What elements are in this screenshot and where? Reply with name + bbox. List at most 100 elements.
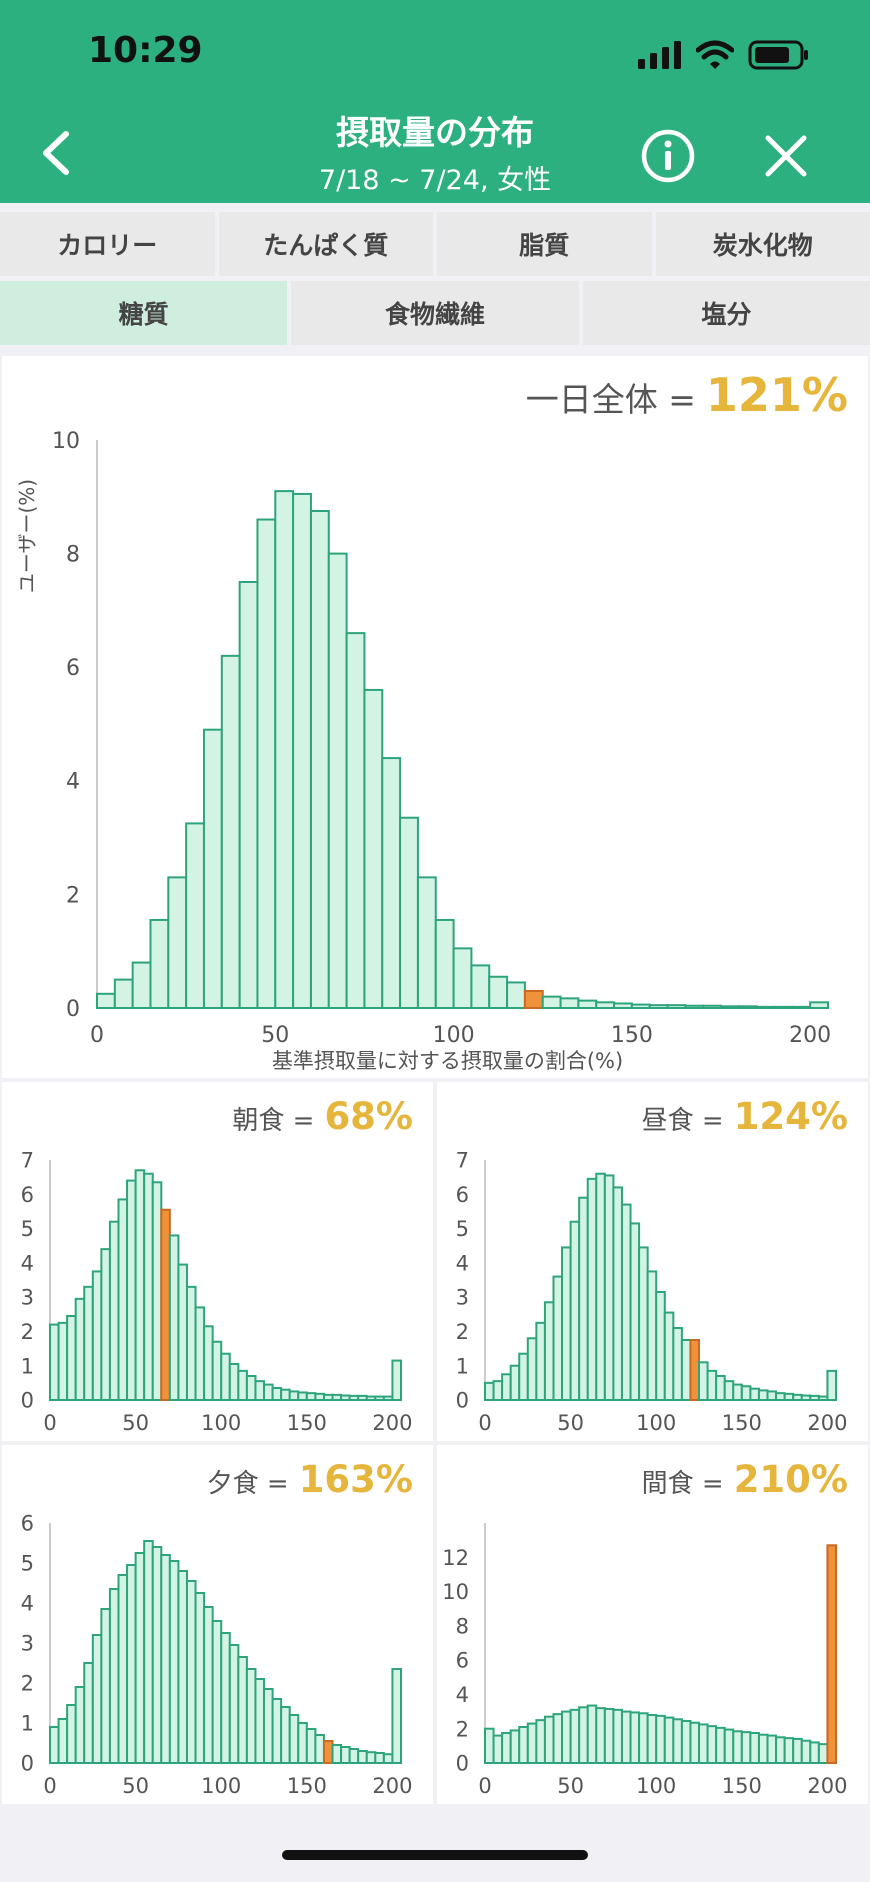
histogram-bar <box>211 1620 223 1764</box>
x-tick-label: 150 <box>722 1411 762 1435</box>
histogram-bar <box>484 1727 495 1765</box>
histogram-bar <box>663 1311 675 1401</box>
x-tick-label: 100 <box>433 1023 475 1048</box>
histogram-bar <box>416 876 437 1009</box>
histogram-bar <box>96 992 116 1009</box>
histogram-bar <box>348 1748 360 1764</box>
histogram-bar <box>492 1734 504 1765</box>
histogram-bar <box>501 1373 512 1401</box>
breakfast-histogram: 0 50 100 150 200 0 1 2 3 4 5 6 7 <box>21 1149 413 1435</box>
histogram-bar <box>672 1327 683 1401</box>
histogram-bar <box>134 1169 146 1401</box>
y-tick-label: 7 <box>456 1149 469 1173</box>
y-tick-label: 12 <box>442 1546 469 1570</box>
tab-fiber[interactable]: 食物繊維 <box>291 281 579 345</box>
tab-fat[interactable]: 脂質 <box>437 212 652 276</box>
histogram-bar <box>766 1734 778 1765</box>
histogram-bar <box>271 1387 283 1401</box>
histogram-bar <box>382 1753 394 1765</box>
histogram-bar <box>698 1723 709 1764</box>
y-tick-label: 5 <box>21 1217 34 1241</box>
x-tick-label: 150 <box>611 1023 653 1048</box>
y-tick-label: 5 <box>21 1552 34 1576</box>
histogram-bar <box>809 1001 829 1010</box>
histogram-bar <box>501 1732 512 1764</box>
histogram-bar <box>391 1668 403 1764</box>
histogram-bar <box>357 1750 368 1764</box>
highlighted-bar <box>322 1740 334 1764</box>
tab-protein[interactable]: たんぱく質 <box>218 212 433 276</box>
tab-calorie[interactable]: カロリー <box>0 212 215 276</box>
lunch-histogram: 0 50 100 150 200 0 1 2 3 4 5 6 7 <box>456 1149 848 1435</box>
histogram-bar <box>327 552 348 1009</box>
x-tick-label: 0 <box>90 1023 104 1048</box>
histogram-bar <box>66 1704 77 1764</box>
histogram-bar <box>723 1728 735 1765</box>
dinner-value: 163% <box>298 1458 413 1501</box>
histogram-bar <box>541 995 562 1010</box>
histogram-bar <box>732 1730 743 1764</box>
nutrient-tabs-row-1: カロリー たんぱく質 脂質 炭水化物 <box>0 212 870 276</box>
histogram-bar <box>374 1752 385 1764</box>
home-indicator[interactable] <box>282 1850 588 1860</box>
histogram-bar <box>684 1004 705 1010</box>
histogram-bar <box>559 997 580 1009</box>
histogram-bar <box>100 1608 111 1764</box>
histogram-bar <box>740 1385 752 1401</box>
histogram-bar <box>263 1383 274 1402</box>
y-tick-label: 4 <box>456 1251 469 1275</box>
highlighted-bar <box>826 1544 838 1764</box>
y-tick-label: 2 <box>21 1672 34 1696</box>
y-tick-label: 3 <box>21 1632 34 1656</box>
histogram-bar <box>749 1732 760 1764</box>
histogram-bar <box>237 1369 248 1402</box>
histogram-bar <box>715 1726 726 1765</box>
histogram-bar <box>322 1393 334 1402</box>
histogram-bar <box>792 1738 803 1764</box>
x-tick-label: 50 <box>557 1774 584 1798</box>
y-tick-label: 2 <box>456 1717 469 1741</box>
y-tick-label: 6 <box>21 1512 34 1536</box>
histogram-bar <box>595 1707 606 1764</box>
histogram-bar <box>113 978 134 1009</box>
histogram-bar <box>292 492 312 1009</box>
histogram-bar <box>108 1220 120 1401</box>
tab-salt[interactable]: 塩分 <box>582 281 870 345</box>
histogram-bar <box>603 1174 615 1401</box>
histogram-bar <box>800 1739 812 1765</box>
y-tick-label: 8 <box>456 1614 469 1638</box>
x-tick-label: 100 <box>201 1411 241 1435</box>
y-tick-label: 6 <box>456 1183 469 1207</box>
histogram-bar <box>100 1248 111 1401</box>
histogram-bar <box>194 1592 206 1764</box>
histogram-bar <box>775 1392 786 1401</box>
histogram-bar <box>612 1708 623 1765</box>
histogram-bar <box>646 1714 658 1764</box>
x-tick-label: 50 <box>122 1774 149 1798</box>
lunch-chart-panel: 昼食 = 124% 0 50 100 150 200 0 1 2 3 4 5 6 7 <box>437 1082 868 1441</box>
y-tick-label: 4 <box>21 1592 34 1616</box>
tab-carbohydrate[interactable]: 炭水化物 <box>655 212 870 276</box>
histogram-bar <box>702 1004 723 1010</box>
histogram-bar <box>672 1718 683 1764</box>
histogram-bar <box>809 1394 820 1401</box>
lunch-stat: 昼食 = 124% <box>642 1095 848 1138</box>
histogram-bar <box>263 1688 274 1764</box>
x-tick-label: 200 <box>372 1774 412 1798</box>
histogram-bar <box>220 1352 231 1402</box>
histogram-bar <box>755 1005 776 1010</box>
histogram-bar <box>783 1392 795 1402</box>
close-icon[interactable] <box>762 132 810 180</box>
app-header: 10:29 摂取量の分布 7/18 ~ 7/24, 女性 <box>0 0 870 203</box>
info-icon[interactable] <box>640 128 696 184</box>
histogram-bar <box>732 1383 743 1402</box>
back-chevron-icon[interactable] <box>36 128 76 178</box>
y-tick-label: 4 <box>21 1251 34 1275</box>
tab-sugar[interactable]: 糖質 <box>0 281 288 345</box>
y-tick-label: 0 <box>21 1389 34 1413</box>
x-tick-label: 100 <box>636 1411 676 1435</box>
histogram-bar <box>698 1361 709 1401</box>
x-tick-label: 150 <box>287 1411 327 1435</box>
histogram-bar <box>91 1634 103 1764</box>
histogram-bar <box>185 822 205 1009</box>
